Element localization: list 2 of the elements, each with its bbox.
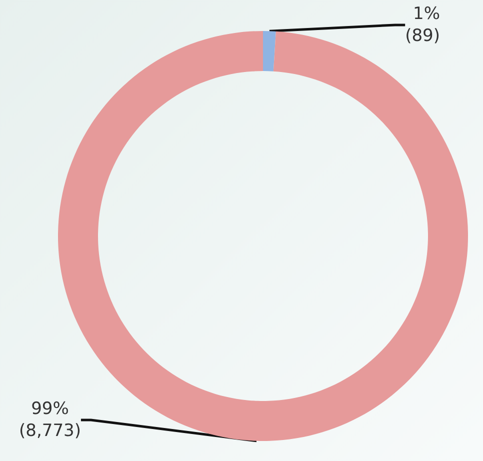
- data-label: 1% (89): [405, 4, 440, 46]
- data-label: 99% (8,773): [19, 399, 81, 441]
